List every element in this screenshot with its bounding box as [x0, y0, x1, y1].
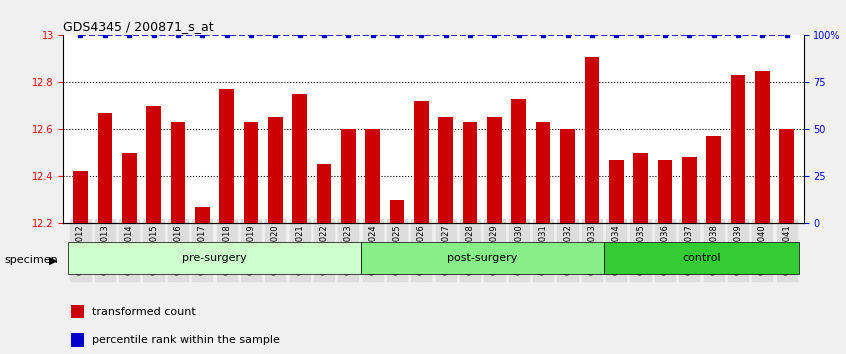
Text: percentile rank within the sample: percentile rank within the sample [91, 335, 279, 345]
Bar [755, 70, 770, 354]
Text: GDS4345 / 200871_s_at: GDS4345 / 200871_s_at [63, 20, 214, 33]
Bar [536, 122, 551, 354]
FancyBboxPatch shape [69, 242, 360, 274]
Bar [365, 129, 380, 354]
Bar [682, 157, 696, 354]
Bar [634, 153, 648, 354]
FancyBboxPatch shape [604, 242, 799, 274]
Bar [195, 207, 210, 354]
Text: transformed count: transformed count [91, 307, 195, 316]
Bar [706, 136, 721, 354]
Bar [268, 118, 283, 354]
Bar [146, 106, 161, 354]
Bar [97, 113, 113, 354]
Bar [316, 164, 332, 354]
Text: specimen: specimen [4, 255, 58, 265]
FancyBboxPatch shape [360, 242, 604, 274]
Bar [390, 200, 404, 354]
Bar [122, 153, 136, 354]
Bar [463, 122, 477, 354]
Bar [74, 171, 88, 354]
Bar [560, 129, 574, 354]
Bar [414, 101, 429, 354]
Bar [487, 118, 502, 354]
Bar [341, 129, 355, 354]
Bar [219, 89, 233, 354]
Bar [609, 160, 624, 354]
Bar [779, 129, 794, 354]
Text: control: control [682, 253, 721, 263]
Text: post-surgery: post-surgery [447, 253, 518, 263]
Bar [293, 94, 307, 354]
Text: pre-surgery: pre-surgery [182, 253, 247, 263]
Bar [171, 122, 185, 354]
Bar [585, 57, 599, 354]
Bar [244, 122, 258, 354]
Bar [512, 99, 526, 354]
Bar [657, 160, 673, 354]
Bar [71, 305, 84, 318]
Bar [438, 118, 453, 354]
Text: ▶: ▶ [49, 255, 58, 265]
Bar [731, 75, 745, 354]
Bar [71, 333, 84, 347]
